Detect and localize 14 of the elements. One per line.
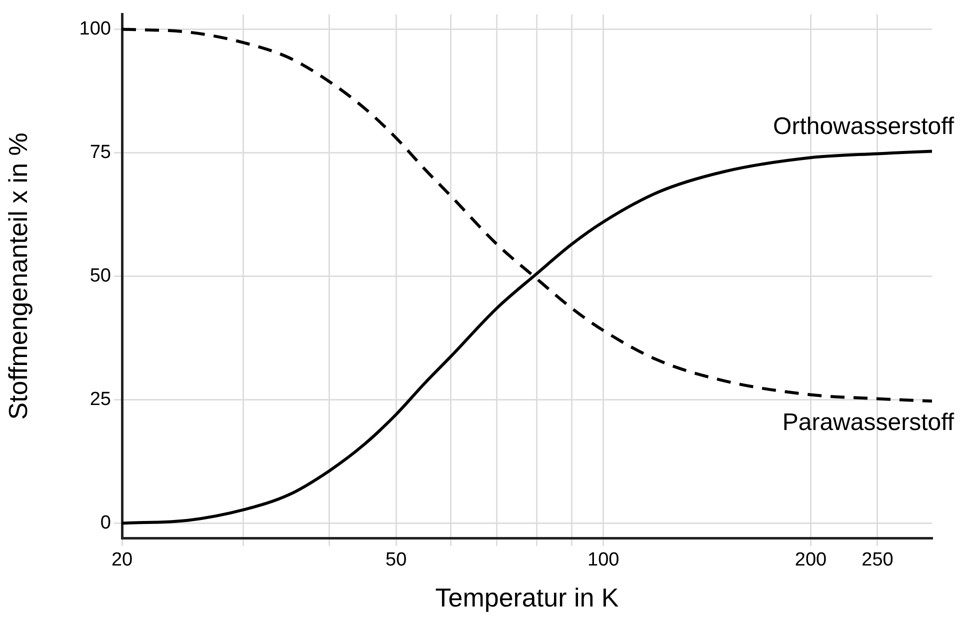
y-tick-label: 25 [90,388,111,410]
y-tick-label: 50 [90,265,111,286]
y-axis-title: Stoffmengenanteil x in % [2,132,33,420]
x-axis-title: Temperatur in K [435,582,620,613]
x-tick-label: 20 [111,550,133,571]
y-tick-label: 0 [100,512,111,534]
x-tick-label: 250 [862,550,894,571]
series-label: Parawasserstoff [782,408,954,436]
y-tick-label: 75 [90,142,111,163]
series-label: Orthowasserstoff [773,112,954,140]
x-tick-label: 200 [794,550,827,571]
x-tick-label: 100 [588,550,620,571]
x-tick-label: 50 [386,550,407,571]
y-tick-label: 100 [79,18,111,40]
